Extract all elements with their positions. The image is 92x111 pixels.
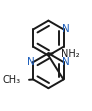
Text: N: N	[27, 57, 35, 67]
Text: N: N	[62, 57, 70, 67]
Text: N: N	[62, 24, 70, 34]
Text: NH₂: NH₂	[61, 49, 79, 59]
Text: CH₃: CH₃	[3, 75, 21, 85]
